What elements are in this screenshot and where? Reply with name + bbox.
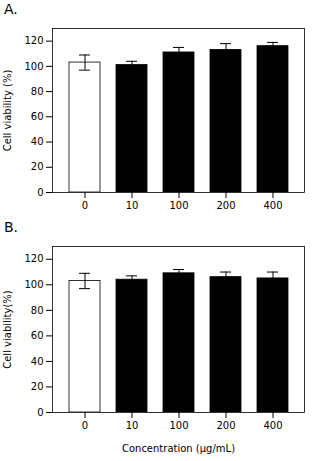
svg-text:100: 100 xyxy=(169,420,188,431)
svg-text:60: 60 xyxy=(31,111,44,122)
svg-text:400: 400 xyxy=(263,200,282,211)
svg-text:200: 200 xyxy=(216,420,235,431)
svg-text:Concentration (μg/mL): Concentration (μg/mL) xyxy=(122,443,235,454)
svg-text:Cell viability (%): Cell viability (%) xyxy=(2,70,13,152)
svg-text:200: 200 xyxy=(216,200,235,211)
html-text:A.: A. xyxy=(4,1,18,17)
svg-text:120: 120 xyxy=(24,35,43,46)
svg-text:80: 80 xyxy=(31,86,44,97)
svg-text:100: 100 xyxy=(169,200,188,211)
svg-text:0: 0 xyxy=(37,407,43,418)
svg-text:60: 60 xyxy=(31,330,44,341)
svg-text:120: 120 xyxy=(24,253,43,264)
svg-text:100: 100 xyxy=(24,279,43,290)
svg-text:40: 40 xyxy=(31,136,44,147)
svg-text:Cell viability(%): Cell viability(%) xyxy=(2,290,13,369)
svg-text:80: 80 xyxy=(31,305,44,316)
svg-text:400: 400 xyxy=(263,420,282,431)
svg-text:0: 0 xyxy=(37,187,43,198)
svg-text:0: 0 xyxy=(82,200,88,211)
svg-text:20: 20 xyxy=(31,381,44,392)
svg-text:40: 40 xyxy=(31,356,44,367)
svg-text:0: 0 xyxy=(82,420,88,431)
html-text:B.: B. xyxy=(4,219,19,235)
svg-text:20: 20 xyxy=(31,161,44,172)
svg-text:100: 100 xyxy=(24,61,43,72)
svg-text:10: 10 xyxy=(126,200,139,211)
svg-text:10: 10 xyxy=(126,420,139,431)
